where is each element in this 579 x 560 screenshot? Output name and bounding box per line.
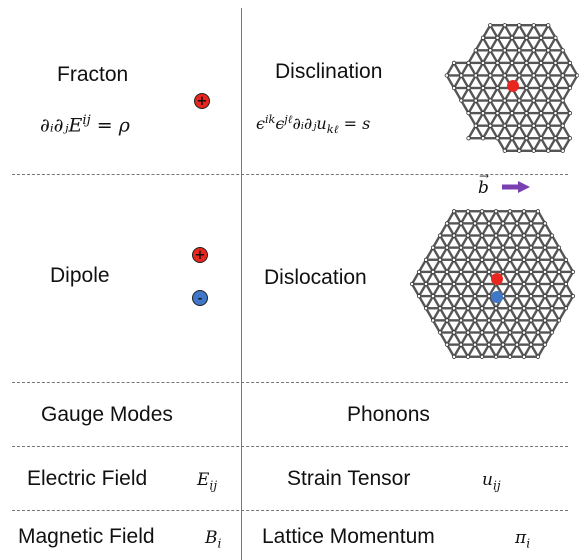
dislocation-label: Dislocation	[264, 266, 367, 289]
lattice-momentum-symbol: πi	[515, 528, 531, 551]
dislocation-negative-dot	[491, 291, 503, 303]
dislocation-positive-dot	[491, 273, 503, 285]
electric-field-symbol: Eij	[197, 470, 218, 493]
dipole-label: Dipole	[50, 264, 110, 287]
magnetic-field-symbol: Bi	[205, 528, 222, 551]
disclination-lattice-diagram	[444, 23, 579, 153]
dislocation-lattice-diagram	[409, 209, 576, 359]
electric-field-label: Electric Field	[27, 467, 148, 490]
phonons-label: Phonons	[347, 403, 430, 426]
gauge-modes-label: Gauge Modes	[41, 403, 173, 426]
strain-tensor-label: Strain Tensor	[287, 467, 411, 490]
positive-charge-icon: +	[192, 247, 208, 263]
fracton-label: Fracton	[57, 63, 129, 86]
row-divider	[12, 174, 568, 175]
burgers-vector-label: → b	[478, 169, 490, 198]
disclination-defect-dot	[507, 80, 519, 92]
gauss-law-equation: ∂ᵢ∂ⱼEij = ρ	[40, 113, 130, 137]
burgers-vector-arrow-icon	[502, 181, 530, 193]
column-divider	[241, 8, 242, 560]
lattice-momentum-label: Lattice Momentum	[262, 525, 435, 548]
disclination-label: Disclination	[275, 60, 383, 83]
row-divider	[12, 382, 568, 383]
row-divider	[12, 510, 568, 511]
positive-charge-icon: +	[194, 93, 210, 109]
negative-charge-icon: -	[192, 290, 208, 306]
disclination-equation: ϵikϵjℓ∂ᵢ∂ⱼukℓ = s	[256, 113, 371, 137]
strain-tensor-symbol: uij	[482, 470, 501, 493]
row-divider	[12, 446, 568, 447]
magnetic-field-label: Magnetic Field	[18, 525, 155, 548]
